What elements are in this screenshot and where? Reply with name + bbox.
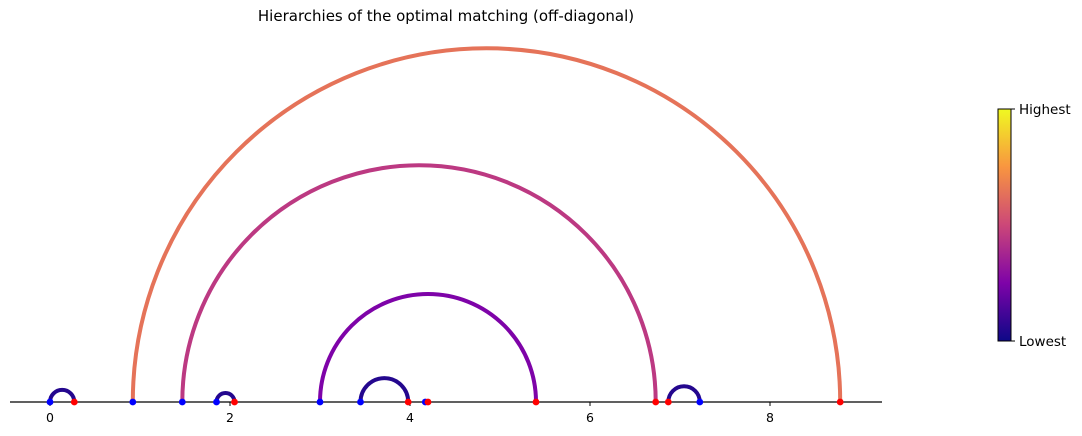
matching-arc bbox=[180, 163, 658, 403]
arc-layer bbox=[48, 46, 843, 403]
blue-point bbox=[46, 398, 54, 406]
x-axis-ticks: 0 2 4 6 8 bbox=[46, 402, 774, 425]
blue-point bbox=[129, 398, 137, 406]
matching-arc bbox=[318, 292, 538, 403]
red-point bbox=[231, 398, 238, 406]
x-tick-label: 4 bbox=[406, 410, 414, 425]
red-point bbox=[70, 398, 78, 406]
red-point bbox=[836, 398, 844, 406]
matching-arc bbox=[358, 376, 411, 403]
blue-point bbox=[696, 398, 704, 406]
red-point bbox=[532, 398, 540, 406]
x-tick-label: 2 bbox=[226, 410, 234, 425]
blue-point bbox=[316, 398, 324, 406]
x-tick-label: 0 bbox=[46, 410, 54, 425]
x-tick-label: 6 bbox=[586, 410, 594, 425]
chart-title: Hierarchies of the optimal matching (off… bbox=[258, 7, 634, 25]
colorbar: Highest Lowest bbox=[997, 102, 1071, 350]
colorbar-top-label: Highest bbox=[1019, 102, 1071, 118]
red-point bbox=[424, 398, 432, 406]
x-tick-label: 8 bbox=[766, 410, 774, 425]
colorbar-bottom-label: Lowest bbox=[1019, 334, 1066, 350]
red-point bbox=[404, 398, 412, 406]
blue-point bbox=[213, 398, 220, 406]
red-point bbox=[652, 398, 660, 406]
matching-arc bbox=[130, 46, 843, 403]
blue-point bbox=[357, 398, 364, 406]
red-point bbox=[664, 398, 672, 406]
matching-arc bbox=[666, 384, 702, 403]
colorbar-gradient bbox=[997, 108, 1012, 342]
matching-arc bbox=[48, 387, 77, 403]
blue-point bbox=[178, 398, 186, 406]
point-layer bbox=[46, 398, 844, 406]
